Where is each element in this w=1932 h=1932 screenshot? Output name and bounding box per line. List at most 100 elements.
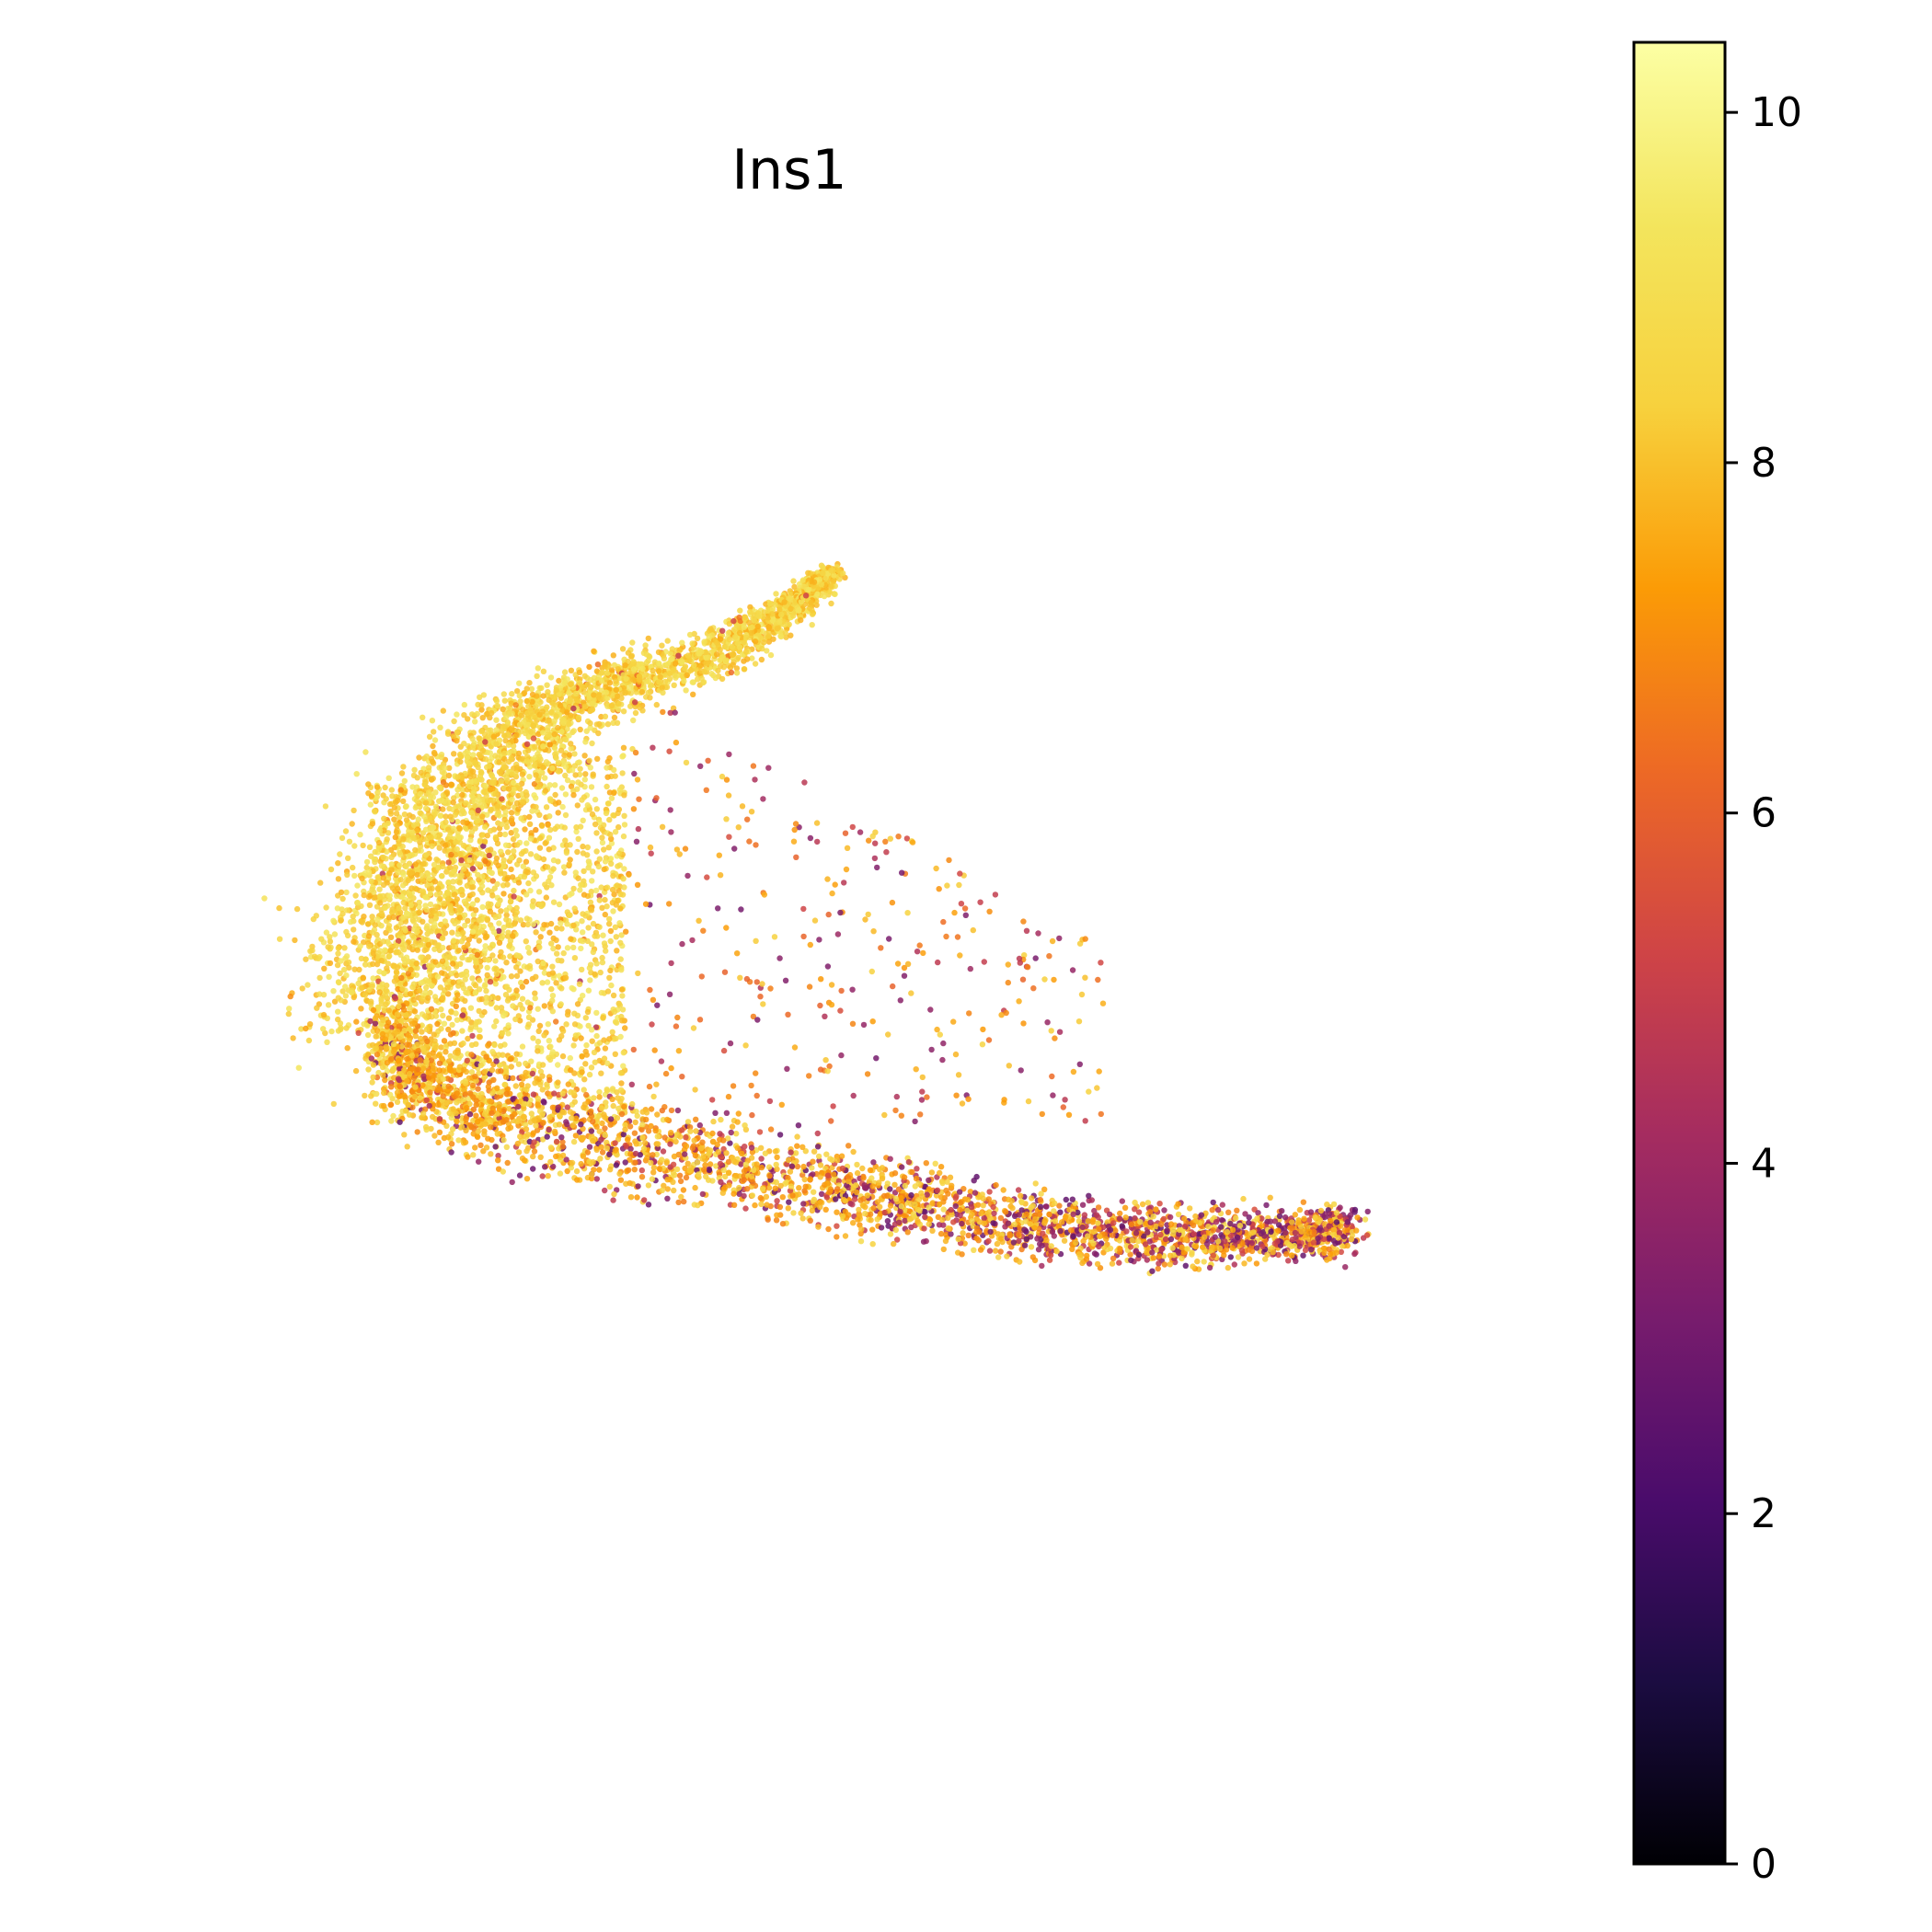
scatter-point — [618, 1096, 625, 1102]
scatter-point — [525, 880, 532, 887]
scatter-point — [555, 1062, 561, 1068]
scatter-point — [387, 948, 394, 954]
scatter-point — [349, 989, 355, 996]
scatter-point — [592, 821, 599, 828]
scatter-point — [460, 984, 467, 992]
scatter-point — [421, 947, 428, 954]
scatter-point — [607, 967, 614, 974]
scatter-point — [684, 672, 690, 678]
scatter-point — [600, 1014, 606, 1021]
scatter-point — [374, 931, 380, 938]
scatter-point — [452, 943, 459, 950]
scatter-point — [353, 771, 360, 777]
scatter-point — [561, 669, 569, 675]
scatter-point — [530, 921, 536, 927]
scatter-point — [639, 665, 646, 672]
scatter-point — [519, 1006, 525, 1012]
scatter-point — [330, 1100, 337, 1108]
scatter-point — [620, 876, 627, 882]
scatter-point — [466, 957, 473, 963]
scatter-point — [638, 689, 646, 696]
scatter-point — [410, 834, 417, 842]
scatter-point — [588, 907, 595, 914]
scatter-point — [601, 866, 607, 873]
scatter-point — [604, 1087, 611, 1094]
scatter-point — [551, 694, 558, 700]
scatter-point — [488, 806, 494, 813]
scatter-point — [293, 905, 301, 913]
scatter-point — [432, 959, 439, 965]
scatter-point — [577, 823, 584, 830]
scatter-point — [303, 956, 309, 962]
scatter-point — [630, 717, 637, 724]
scatter-point — [337, 851, 343, 857]
scatter-point — [482, 756, 489, 763]
scatter-point — [487, 714, 493, 721]
scatter-point — [776, 618, 783, 626]
scatter-point — [599, 834, 605, 841]
scatter-point — [486, 868, 493, 875]
scatter-point — [657, 673, 663, 681]
scatter-point — [378, 863, 385, 869]
scatter-point — [500, 732, 508, 739]
scatter-point — [630, 661, 637, 668]
scatter-point — [535, 1048, 541, 1054]
scatter-point — [479, 890, 486, 896]
scatter-point — [485, 887, 491, 893]
scatter-point — [513, 765, 521, 771]
scatter-point — [578, 881, 584, 888]
scatter-point — [594, 933, 601, 939]
scatter-point — [490, 780, 497, 787]
scatter-point — [630, 676, 637, 683]
scatter-point — [620, 708, 627, 715]
scatter-point — [430, 742, 436, 750]
scatter-point — [397, 981, 404, 987]
scatter-point — [384, 836, 390, 843]
scatter-point — [423, 805, 430, 811]
scatter-point — [494, 803, 501, 810]
scatter-point — [484, 972, 490, 979]
scatter-point — [456, 880, 463, 886]
scatter-point — [561, 752, 568, 759]
scatter-point — [561, 869, 568, 876]
scatter-point — [290, 1035, 296, 1041]
scatter-point — [742, 649, 750, 655]
scatter-point — [454, 711, 460, 718]
scatter-point — [375, 845, 382, 852]
scatter-point — [457, 758, 464, 765]
scatter-point — [520, 799, 526, 805]
scatter-point — [397, 877, 404, 883]
scatter-point — [484, 964, 490, 972]
scatter-point — [385, 926, 392, 932]
scatter-point — [532, 743, 538, 750]
scatter-point — [400, 835, 407, 842]
scatter-point — [581, 868, 587, 875]
scatter-point — [325, 1002, 332, 1008]
scatter-point — [509, 796, 515, 803]
scatter-point — [438, 1006, 444, 1013]
scatter-point — [620, 1050, 627, 1056]
scatter-point — [436, 784, 443, 791]
scatter-point — [602, 896, 608, 903]
scatter-point — [526, 949, 533, 956]
scatter-point — [613, 678, 619, 684]
scatter-point — [550, 857, 558, 864]
scatter-point — [561, 824, 568, 831]
scatter-point — [522, 730, 529, 737]
scatter-point — [412, 861, 419, 868]
scatter-point — [582, 1048, 589, 1055]
scatter-point — [523, 938, 529, 945]
scatter-point — [374, 874, 381, 880]
scatter-point — [500, 954, 507, 960]
scatter-point — [832, 591, 838, 598]
scatter-point — [363, 864, 370, 871]
scatter-point — [799, 577, 807, 583]
scatter-point — [433, 997, 440, 1004]
scatter-point — [474, 897, 480, 903]
scatter-point — [338, 1026, 344, 1033]
scatter-point — [512, 702, 519, 708]
scatter-point — [638, 1167, 645, 1174]
scatter-point — [647, 683, 654, 690]
scatter-point — [494, 811, 500, 818]
scatter-point — [523, 697, 530, 705]
